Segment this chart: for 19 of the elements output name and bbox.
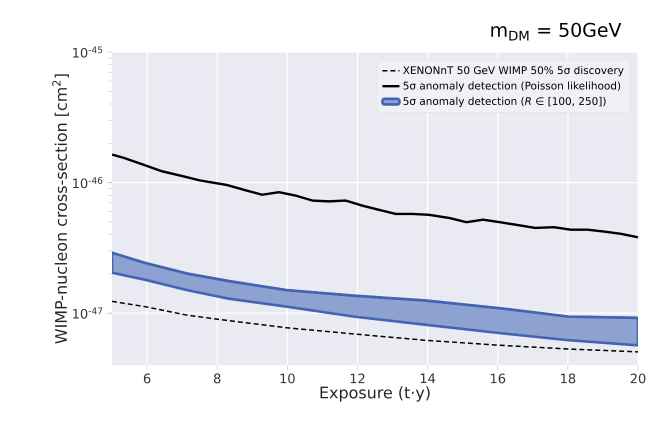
legend-label: 5σ anomaly detection (R ∈ [100, 250]) — [404, 96, 606, 108]
line-series — [112, 300, 638, 353]
x-tick-label: 12 — [350, 374, 364, 384]
y-tick-label: 10$^{-45}$ — [73, 46, 102, 58]
x-tick-label: 8 — [214, 374, 220, 384]
y-axis-title: WIMP-nucleon cross-section [cm$^{2}$] — [52, 74, 69, 344]
y-tick-label: 10$^{-46}$ — [73, 176, 102, 188]
x-tick-label: 16 — [490, 374, 506, 384]
legend-label: XENONnT 50 GeV WIMP 50% 5σ discovery — [403, 66, 624, 76]
line-series — [112, 153, 638, 238]
x-axis-title: Exposure (t·y) — [320, 386, 430, 402]
x-tick-label: 6 — [144, 374, 150, 384]
text: m$_{DM}$ = 50GeV — [491, 22, 622, 40]
x-tick-label: 18 — [561, 374, 576, 384]
x-tick-label: 20 — [630, 374, 646, 384]
y-tick-label: 10$^{-47}$ — [73, 308, 102, 319]
x-tick-label: 14 — [420, 374, 436, 383]
legend-label: 5σ anomaly detection (Poisson likelihood) — [404, 81, 620, 92]
x-tick-label: 10 — [280, 374, 295, 384]
